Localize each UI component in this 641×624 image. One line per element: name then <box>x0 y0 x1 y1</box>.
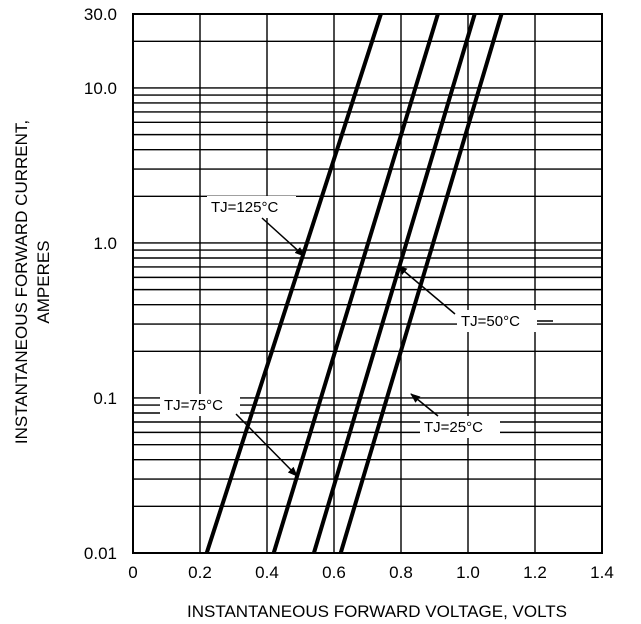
series-line-tj-75-c <box>271 13 440 554</box>
x-tick-label: 0.2 <box>188 563 212 582</box>
annotation-tj-25-arrow <box>410 393 439 417</box>
annotation-tj-125-arrow <box>261 217 305 257</box>
y-tick-label: 0.1 <box>93 389 117 408</box>
annotations: TJ=125°C TJ=75°C TJ=50°C TJ=25°C <box>160 196 553 477</box>
y-tick-label: 10.0 <box>84 79 117 98</box>
annotation-tj-50-arrow <box>397 265 456 315</box>
series-line-tj-125-c <box>204 13 383 554</box>
x-tick-label: 1.2 <box>523 563 547 582</box>
x-tick-label: 0 <box>128 563 137 582</box>
y-tick-label: 0.01 <box>84 544 117 563</box>
series-lines <box>204 13 504 554</box>
annotation-tj-25: TJ=25°C <box>410 393 500 438</box>
y-tick-label: 1.0 <box>93 234 117 253</box>
annotation-tj-75: TJ=75°C <box>160 394 298 477</box>
grid <box>133 14 602 553</box>
annotation-tj-50: TJ=50°C <box>397 265 553 332</box>
annotation-tj-50-label: TJ=50°C <box>461 313 520 330</box>
x-tick-label: 0.6 <box>322 563 346 582</box>
annotation-tj-125-label: TJ=125°C <box>211 199 278 216</box>
x-tick-label: 1.4 <box>590 563 614 582</box>
annotation-tj-75-label: TJ=75°C <box>164 397 223 414</box>
annotation-tj-25-label: TJ=25°C <box>424 419 483 436</box>
annotation-tj-75-arrow <box>235 413 298 477</box>
series-line-tj-25-c <box>338 13 504 554</box>
x-axis-title: INSTANTANEOUS FORWARD VOLTAGE, VOLTS <box>187 602 567 621</box>
series-line-tj-50-c <box>311 13 477 554</box>
plot-frame <box>132 13 603 554</box>
y-tick-label: 30.0 <box>84 5 117 24</box>
x-tick-label: 0.8 <box>389 563 413 582</box>
tick-labels: 0 0.2 0.4 0.6 0.8 1.0 1.2 1.4 0.01 0.1 1.0 10.0 30.0 <box>84 5 614 582</box>
y-axis-title-line-2: AMPERES <box>34 240 53 323</box>
y-axis-title-line-1: INSTANTANEOUS FORWARD CURRENT, <box>12 120 31 444</box>
x-tick-label: 1.0 <box>456 563 480 582</box>
x-tick-label: 0.4 <box>255 563 279 582</box>
y-axis-title: INSTANTANEOUS FORWARD CURRENT, AMPERES <box>12 120 53 444</box>
annotation-tj-125: TJ=125°C <box>207 196 305 257</box>
